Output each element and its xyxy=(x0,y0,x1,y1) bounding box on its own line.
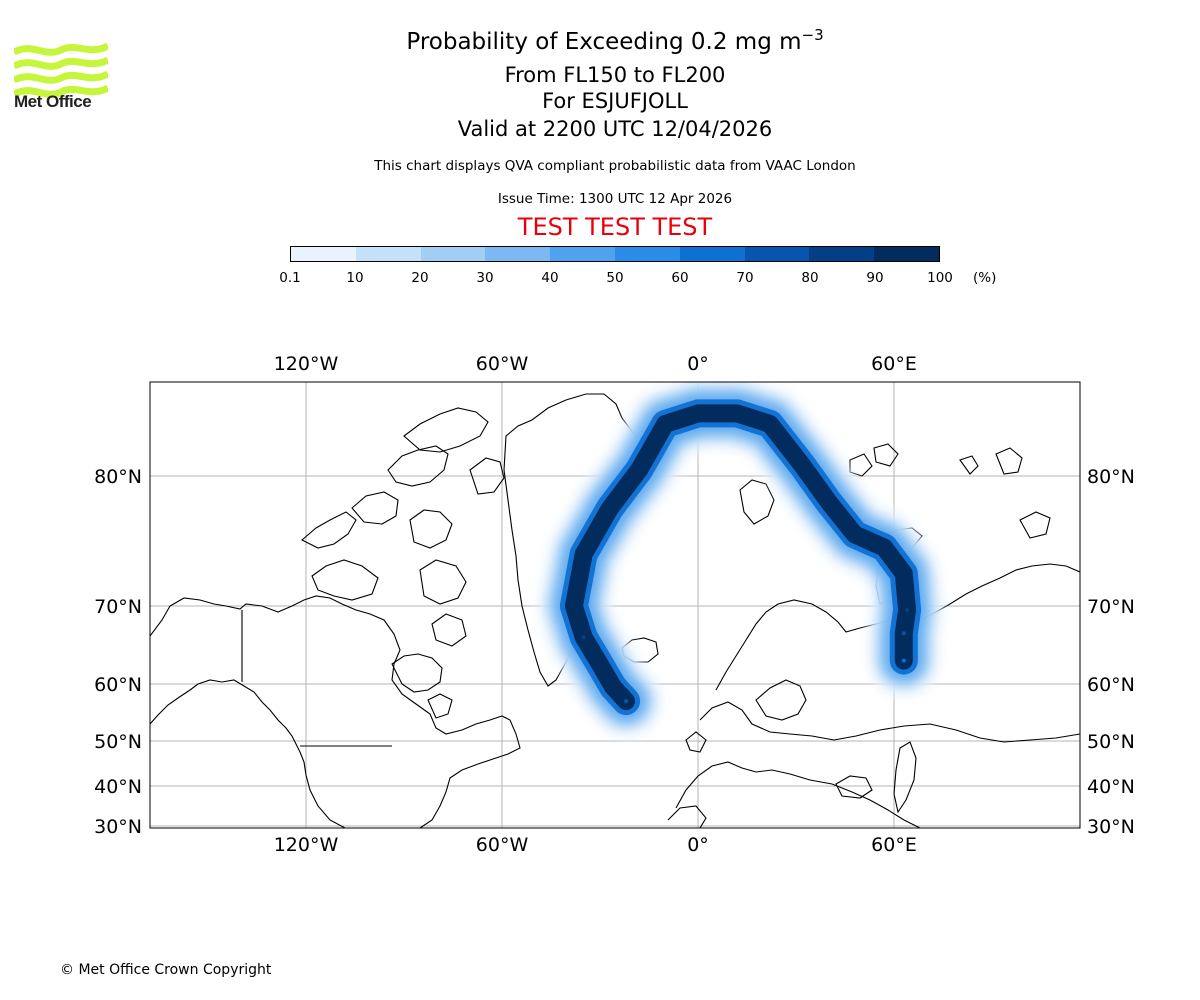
lon-label-top: 60°W xyxy=(476,353,529,375)
colorbar-tick-label: 100 xyxy=(927,270,953,286)
colorbar-segment xyxy=(809,247,875,261)
volcano-name: For ESJUFJOLL xyxy=(542,89,688,113)
logo-wave-2 xyxy=(14,56,108,70)
logo-wave-3 xyxy=(14,70,108,84)
lat-label-left: 50°N xyxy=(94,731,142,753)
coastlines xyxy=(150,393,1080,828)
colorbar-segment xyxy=(485,247,551,261)
test-banner: TEST TEST TEST xyxy=(517,213,713,241)
lon-label-top: 0° xyxy=(687,353,709,375)
plume-track-point xyxy=(826,500,831,504)
colorbar-tick-label: 70 xyxy=(736,270,754,286)
plume-track-point xyxy=(882,545,887,550)
plume-track-point xyxy=(735,411,740,416)
lat-label-left: 40°N xyxy=(94,776,142,798)
colorbar-segment xyxy=(614,247,680,261)
plume-track-point xyxy=(800,463,805,468)
probability-colorbar xyxy=(290,246,940,262)
lat-label-right: 40°N xyxy=(1087,776,1135,798)
plume-track-point xyxy=(767,421,772,426)
lat-label-right: 60°N xyxy=(1087,674,1135,696)
colorbar-tick-label: 90 xyxy=(866,270,884,286)
colorbar-segment xyxy=(744,247,810,261)
plume-track-point xyxy=(581,635,586,640)
lat-label-right: 30°N xyxy=(1087,816,1135,838)
logo-wave-1 xyxy=(14,42,108,56)
colorbar-segment xyxy=(874,247,939,261)
plume-track-point xyxy=(663,421,668,426)
colorbar-unit: (%) xyxy=(973,270,997,286)
plume-track-point xyxy=(598,662,602,667)
plume-track-point xyxy=(624,699,629,704)
lat-label-left: 70°N xyxy=(94,596,142,618)
logo-wave-4 xyxy=(14,84,108,98)
plume-track-point xyxy=(581,552,586,556)
lat-label-right: 70°N xyxy=(1087,596,1135,618)
met-office-logo-text: Met Office xyxy=(14,92,92,111)
lon-label-bottom: 0° xyxy=(687,834,709,856)
plume-track-point xyxy=(901,631,906,636)
plume-probability-band xyxy=(564,404,917,711)
lon-label-bottom: 120°W xyxy=(274,834,339,856)
plume-track-point xyxy=(905,607,910,612)
validity-time: Valid at 2200 UTC 12/04/2026 xyxy=(457,117,773,141)
copyright-notice: © Met Office Crown Copyright xyxy=(60,962,272,978)
plume-track-point xyxy=(901,658,906,663)
colorbar-tick-label: 80 xyxy=(801,270,819,286)
plume-track-point xyxy=(901,571,906,576)
plume-track-point xyxy=(852,532,857,537)
colorbar-tick-label: 40 xyxy=(541,270,559,286)
lat-label-right: 50°N xyxy=(1087,731,1135,753)
colorbar-tick-label: 60 xyxy=(671,270,689,286)
lat-label-left: 80°N xyxy=(94,466,142,488)
plume-track-point xyxy=(611,684,616,689)
data-source-note: This chart displays QVA compliant probab… xyxy=(374,158,856,174)
lon-label-top: 60°E xyxy=(871,353,917,375)
colorbar-tick-label: 20 xyxy=(411,270,429,286)
colorbar-tick-label: 10 xyxy=(346,270,364,286)
lat-label-left: 30°N xyxy=(94,816,142,838)
issue-time: Issue Time: 1300 UTC 12 Apr 2026 xyxy=(497,191,733,207)
lat-label-left: 60°N xyxy=(94,674,142,696)
lon-label-bottom: 60°E xyxy=(871,834,917,856)
lon-label-top: 120°W xyxy=(274,353,339,375)
colorbar-tick-label: 50 xyxy=(606,270,624,286)
lat-label-right: 80°N xyxy=(1087,466,1135,488)
ash-plume xyxy=(538,382,943,737)
chart-title: Probability of Exceeding 0.2 mg m−3 xyxy=(406,26,824,55)
colorbar-segment xyxy=(679,247,745,261)
flight-level-range: From FL150 to FL200 xyxy=(504,63,726,87)
plume-track-point xyxy=(571,604,576,608)
colorbar-tick-label: 0.1 xyxy=(279,270,301,286)
colorbar-segment xyxy=(355,247,421,261)
met-office-logo-icon xyxy=(14,42,108,98)
map-frame xyxy=(149,381,1081,829)
plume-track-point xyxy=(637,467,642,472)
plume-track-point xyxy=(696,411,700,416)
colorbar-segment xyxy=(550,247,615,261)
colorbar-segment xyxy=(420,247,486,261)
colorbar-segment xyxy=(291,247,356,261)
colorbar-tick-label: 30 xyxy=(476,270,494,286)
plume-track-point xyxy=(607,506,612,511)
lon-label-bottom: 60°W xyxy=(476,834,529,856)
